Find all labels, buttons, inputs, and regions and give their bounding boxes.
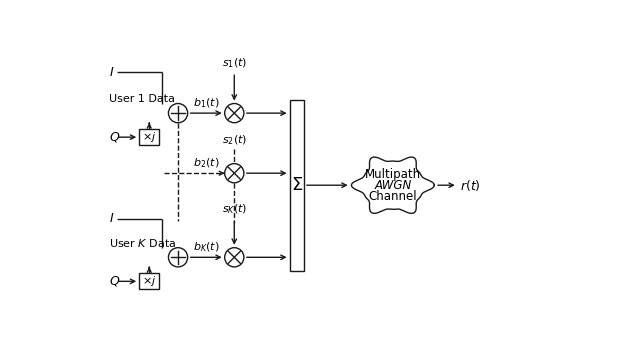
Circle shape <box>225 248 244 267</box>
Text: $s_2(t)$: $s_2(t)$ <box>221 133 247 147</box>
Text: AWGN: AWGN <box>374 179 412 192</box>
Text: User $K$ Data: User $K$ Data <box>109 237 177 249</box>
Text: Channel: Channel <box>369 190 417 203</box>
Text: $r(t)$: $r(t)$ <box>460 178 481 193</box>
Polygon shape <box>351 157 435 213</box>
Text: $\times j$: $\times j$ <box>142 130 156 144</box>
Bar <box>289 100 304 270</box>
Bar <box>139 273 159 289</box>
Text: $b_1(t)$: $b_1(t)$ <box>193 97 220 110</box>
Text: Σ: Σ <box>291 176 303 194</box>
Text: User 1 Data: User 1 Data <box>109 94 175 104</box>
Text: $s_1(t)$: $s_1(t)$ <box>221 56 247 70</box>
Circle shape <box>168 104 188 123</box>
Circle shape <box>225 104 244 123</box>
Text: $b_2(t)$: $b_2(t)$ <box>193 157 220 170</box>
Text: $s_K(t)$: $s_K(t)$ <box>221 203 247 216</box>
Text: $Q$: $Q$ <box>109 130 121 144</box>
Circle shape <box>225 164 244 183</box>
Text: $\times j$: $\times j$ <box>142 274 156 288</box>
Bar <box>139 129 159 145</box>
Text: $I$: $I$ <box>109 66 115 79</box>
Text: $b_K(t)$: $b_K(t)$ <box>193 241 220 254</box>
Text: $I$: $I$ <box>109 212 115 226</box>
Text: $Q$: $Q$ <box>109 274 121 288</box>
Text: Multipath: Multipath <box>365 168 421 181</box>
Circle shape <box>168 248 188 267</box>
